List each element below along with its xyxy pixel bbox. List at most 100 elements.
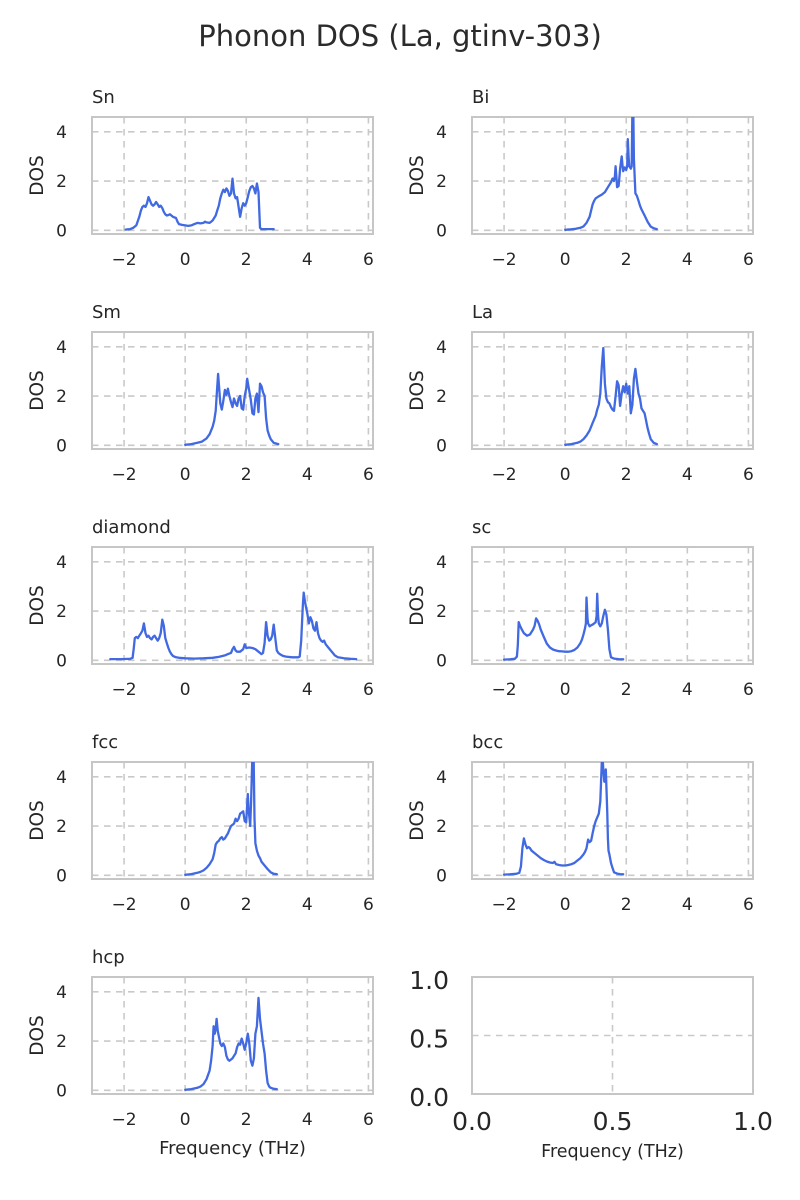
subplot-empty-canvas: 0.0 0.5 1.0 0.0 0.5 1.0 Frequency (THz) — [409, 966, 773, 1162]
x-tick-label: 0 — [180, 895, 191, 915]
y-axis-label: DOS — [407, 585, 428, 626]
x-tick-label: 2 — [241, 895, 252, 915]
subplot-title: diamond — [92, 517, 171, 538]
y-tick-label: 4 — [436, 553, 447, 573]
axes-spines — [91, 331, 374, 450]
x-tick-label: 0 — [560, 895, 571, 915]
subplot-title: La — [472, 302, 494, 323]
axes-spines — [91, 976, 374, 1095]
x-tick-label: 0 — [180, 465, 191, 485]
y-tick-label: 0 — [436, 866, 447, 886]
x-tick-label: 4 — [302, 680, 313, 700]
y-tick-label: 2 — [56, 602, 67, 622]
dos-curve — [184, 372, 280, 446]
x-tick-label: 0 — [180, 680, 191, 700]
x-tick-label: 1.0 — [733, 1107, 773, 1136]
subplot-sm: Sm −2 0 2 4 6 0 2 4 DOS — [27, 298, 397, 533]
y-tick-label: 0 — [436, 651, 447, 671]
axes-spines — [471, 976, 754, 1095]
subplot-bi-canvas: −2 0 2 4 6 0 2 4 DOS — [407, 116, 754, 270]
subplot-sn: Sn −2 0 2 4 6 0 2 4 DOS — [27, 83, 397, 318]
y-tick-label: 1.0 — [409, 966, 449, 995]
y-tick-label: 4 — [56, 338, 67, 358]
y-axis-label: DOS — [27, 155, 48, 196]
x-tick-label: −2 — [112, 895, 137, 915]
y-tick-label: 2 — [56, 387, 67, 407]
y-tick-label: 2 — [436, 387, 447, 407]
subplot-title: bcc — [472, 732, 504, 753]
subplot-diamond-canvas: −2 0 2 4 6 0 2 4 DOS — [27, 546, 374, 700]
x-tick-label: 0 — [560, 465, 571, 485]
subplot-sc-canvas: −2 0 2 4 6 0 2 4 DOS — [407, 546, 754, 700]
y-axis-label: DOS — [407, 155, 428, 196]
x-tick-label: 6 — [363, 465, 374, 485]
x-tick-label: −2 — [112, 465, 137, 485]
x-tick-label: 0 — [560, 680, 571, 700]
y-tick-label: 0 — [56, 1081, 67, 1101]
x-tick-label: 4 — [682, 250, 693, 270]
dos-curve — [109, 591, 358, 661]
subplot-sn-canvas: −2 0 2 4 6 0 2 4 DOS — [27, 116, 374, 270]
x-tick-label: 6 — [363, 250, 374, 270]
y-tick-label: 0 — [436, 221, 447, 241]
x-tick-label: 2 — [621, 465, 632, 485]
dos-curve — [124, 177, 275, 231]
y-axis-label: DOS — [27, 800, 48, 841]
x-tick-label: 2 — [621, 895, 632, 915]
axes-spines — [471, 546, 754, 665]
y-tick-label: 2 — [56, 172, 67, 192]
x-tick-label: 0 — [560, 250, 571, 270]
x-tick-label: 2 — [241, 250, 252, 270]
x-tick-label: 4 — [682, 680, 693, 700]
y-axis-label: DOS — [407, 800, 428, 841]
y-tick-label: 2 — [56, 1032, 67, 1052]
subplot-hcp: hcp −2 0 2 4 6 0 2 4 DOS Frequency (THz) — [27, 943, 397, 1178]
subplot-fcc: fcc −2 0 2 4 6 0 2 4 DOS — [27, 728, 397, 963]
y-tick-label: 0 — [56, 866, 67, 886]
x-tick-label: −2 — [112, 680, 137, 700]
y-tick-label: 0.5 — [409, 1025, 449, 1054]
y-tick-label: 4 — [436, 123, 447, 143]
subplot-la: La −2 0 2 4 6 0 2 4 DOS — [407, 298, 777, 533]
y-axis-label: DOS — [407, 370, 428, 411]
subplot-hcp-canvas: −2 0 2 4 6 0 2 4 DOS Frequency (THz) — [27, 976, 374, 1159]
axes-spines — [91, 546, 374, 665]
x-tick-label: 4 — [682, 465, 693, 485]
x-tick-label: 4 — [682, 895, 693, 915]
x-tick-label: 6 — [363, 1110, 374, 1130]
x-tick-label: 0 — [180, 1110, 191, 1130]
dos-curve — [502, 762, 625, 876]
y-tick-label: 2 — [56, 817, 67, 837]
y-axis-label: DOS — [27, 1015, 48, 1056]
x-tick-label: 6 — [363, 680, 374, 700]
x-axis-label: Frequency (THz) — [159, 1138, 306, 1159]
x-tick-label: −2 — [492, 250, 517, 270]
x-tick-label: 4 — [302, 1110, 313, 1130]
subplot-title: Sm — [92, 302, 121, 323]
x-tick-label: 0.5 — [593, 1107, 633, 1136]
x-tick-label: 2 — [241, 465, 252, 485]
x-tick-label: 2 — [241, 680, 252, 700]
figure-title: Phonon DOS (La, gtinv-303) — [198, 19, 602, 53]
subplot-sc: sc −2 0 2 4 6 0 2 4 DOS — [407, 513, 777, 748]
x-tick-label: −2 — [492, 895, 517, 915]
subplot-fcc-canvas: −2 0 2 4 6 0 2 4 DOS — [27, 761, 374, 915]
x-tick-label: 4 — [302, 895, 313, 915]
dos-curve — [502, 592, 625, 661]
x-axis-label: Frequency (THz) — [541, 1142, 684, 1162]
axes-spines — [471, 116, 754, 235]
y-axis-label: DOS — [27, 585, 48, 626]
y-tick-label: 4 — [56, 123, 67, 143]
y-tick-label: 2 — [436, 817, 447, 837]
x-tick-label: 6 — [743, 250, 754, 270]
subplot-sm-canvas: −2 0 2 4 6 0 2 4 DOS — [27, 331, 374, 485]
subplot-title: Sn — [92, 87, 115, 108]
y-tick-label: 0.0 — [409, 1083, 449, 1112]
subplot-title: hcp — [92, 947, 125, 968]
x-tick-label: 6 — [743, 680, 754, 700]
x-tick-label: −2 — [492, 465, 517, 485]
x-tick-label: 6 — [363, 895, 374, 915]
y-tick-label: 0 — [56, 436, 67, 456]
x-tick-label: 4 — [302, 465, 313, 485]
